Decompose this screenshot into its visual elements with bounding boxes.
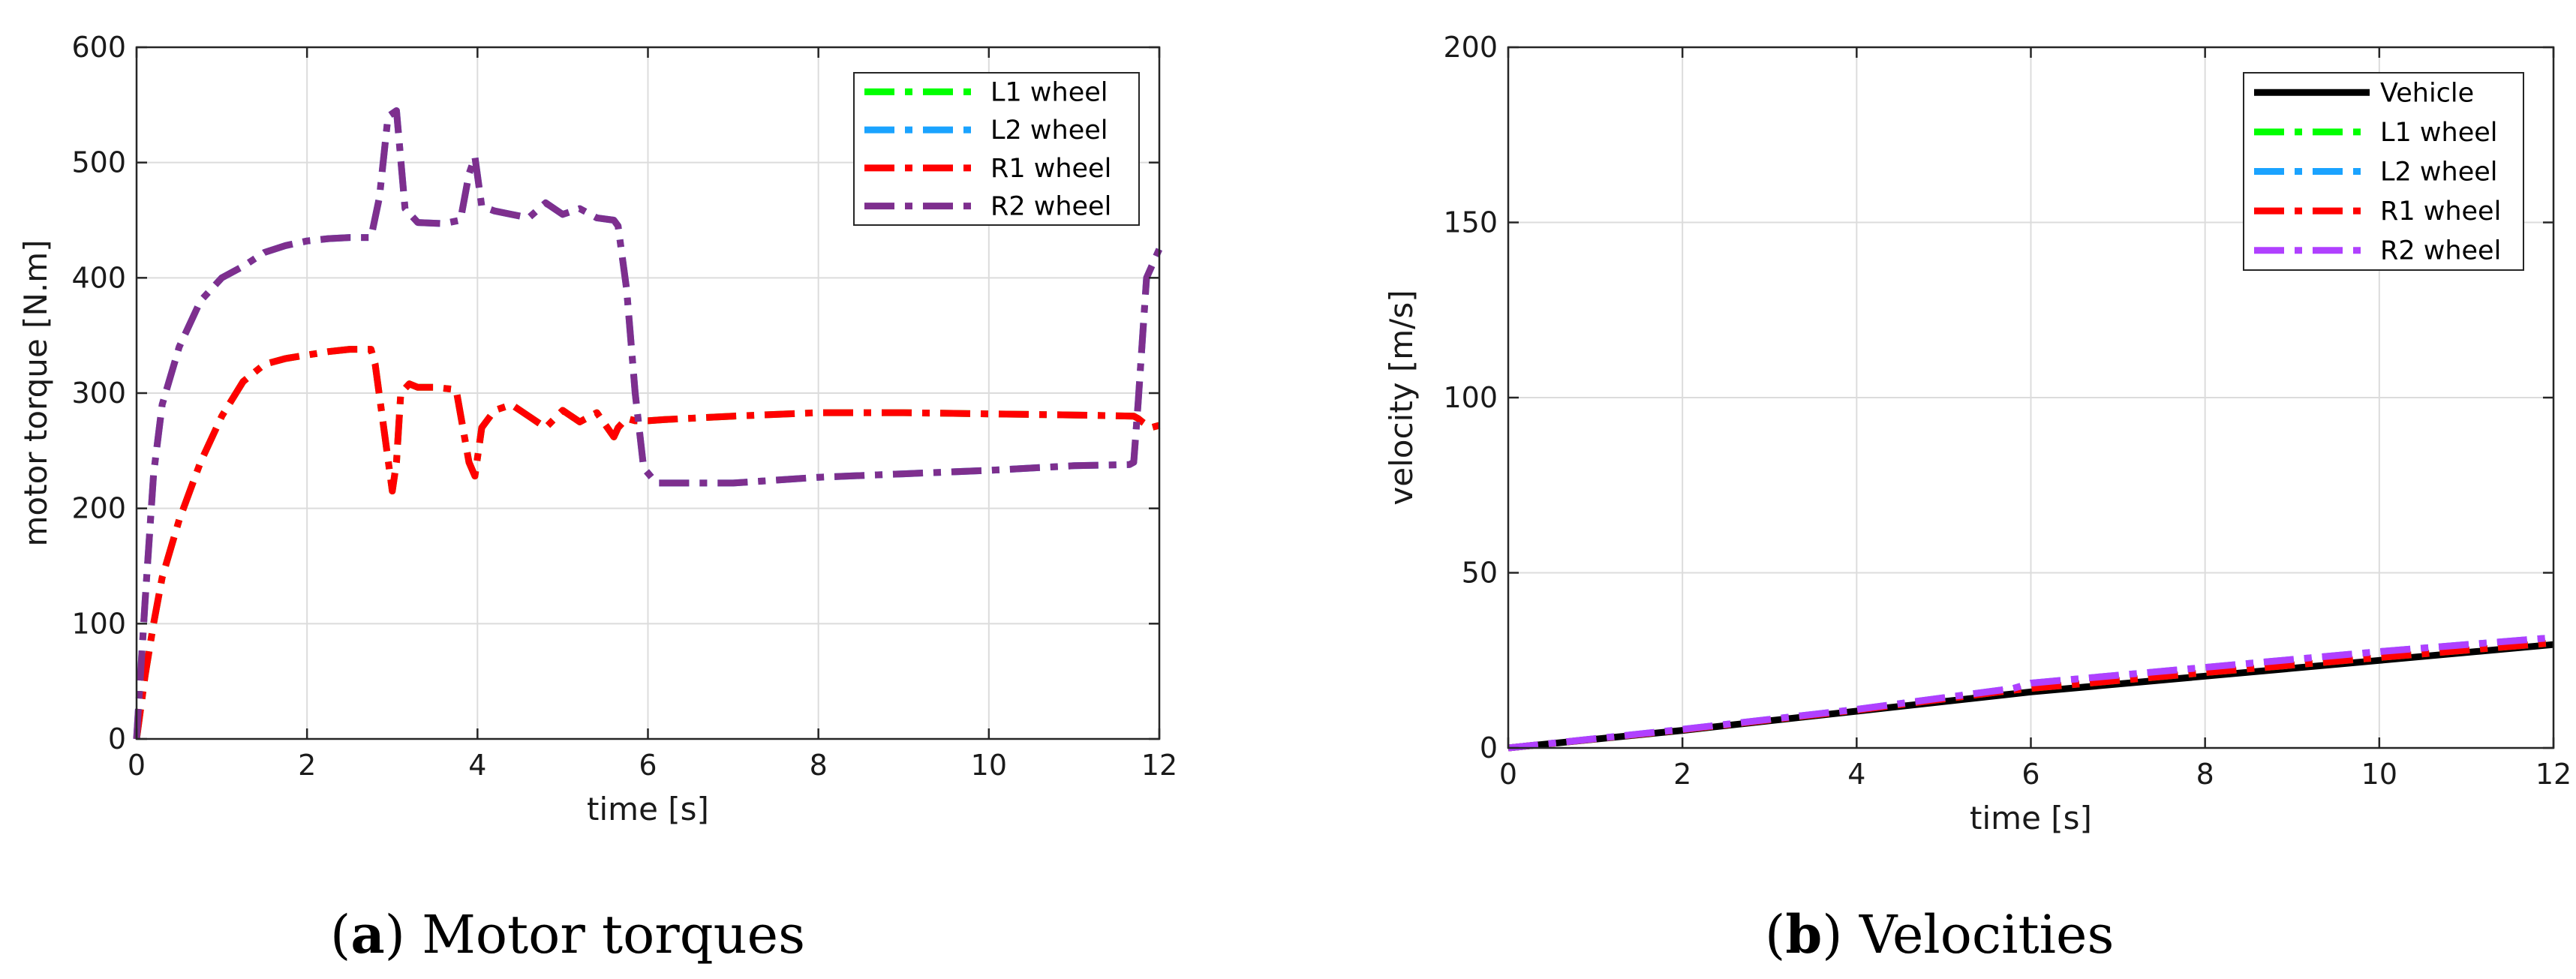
- y-tick-label: 200: [1443, 31, 1498, 64]
- y-tick-label: 500: [71, 146, 126, 179]
- chart-motor-torques: 0 2 4 6 8 10 12 0 100 200 300 400 500 600 time [s] moto…: [17, 31, 1177, 965]
- y-tick-label: 300: [71, 377, 126, 410]
- x-tick-label: 0: [128, 749, 146, 782]
- y-tick-label: 0: [1480, 731, 1498, 764]
- chart-caption: (b) Velocities: [1765, 903, 2114, 965]
- y-tick-label: 0: [108, 722, 126, 755]
- legend: L1 wheel L2 wheel R1 wheel R2 wheel: [853, 72, 1140, 226]
- legend-label: R1 wheel: [2380, 197, 2501, 227]
- y-tick-label: 400: [71, 261, 126, 294]
- y-axis-label: motor torque [N.m]: [17, 239, 54, 546]
- legend-label: L1 wheel: [990, 77, 1108, 107]
- x-tick-label: 0: [1499, 758, 1517, 791]
- y-tick-label: 100: [1443, 381, 1498, 414]
- legend: Vehicle L1 wheel L2 wheel R1 wheel R2 wheel: [2243, 72, 2524, 271]
- x-tick-label: 4: [1847, 758, 1865, 791]
- legend-label: Vehicle: [2380, 78, 2474, 108]
- y-tick-label: 50: [1462, 557, 1498, 590]
- x-axis-label: time [s]: [587, 791, 709, 827]
- caption-label: b: [1785, 903, 1822, 965]
- x-tick-label: 10: [971, 749, 1007, 782]
- legend-label: R2 wheel: [990, 192, 1111, 222]
- series-line-r2-wheel: [133, 107, 1163, 740]
- legend-label: L1 wheel: [2380, 118, 2498, 148]
- caption-text: ) Motor torques: [385, 904, 805, 965]
- y-tick-label: 200: [71, 492, 126, 525]
- x-tick-label: 8: [2196, 758, 2214, 791]
- series-line-vehicle: [1507, 641, 2554, 752]
- y-tick-label: 100: [71, 607, 126, 640]
- series-line-r2-wheel: [1507, 634, 2554, 752]
- x-tick-label: 8: [810, 749, 828, 782]
- y-tick-label: 600: [71, 31, 126, 64]
- chart-velocities: 0 2 4 6 8 10 12 0 50 100 150 200 time [s] velocity [m…: [1383, 31, 2571, 965]
- caption-label: a: [350, 903, 384, 965]
- x-tick-label: 2: [298, 749, 316, 782]
- legend-label: L2 wheel: [2380, 158, 2498, 188]
- legend-box: [2243, 72, 2524, 271]
- caption-text: ) Velocities: [1822, 904, 2114, 965]
- y-axis-label: velocity [m/s]: [1383, 290, 1420, 505]
- x-tick-label: 10: [2361, 758, 2397, 791]
- legend-box: [853, 72, 1140, 226]
- x-tick-label: 4: [468, 749, 486, 782]
- y-tick-label: 150: [1443, 206, 1498, 239]
- legend-label: R1 wheel: [990, 154, 1111, 184]
- x-axis-label: time [s]: [1970, 800, 2092, 836]
- x-tick-label: 12: [2535, 758, 2571, 791]
- chart-caption: (a) Motor torques: [330, 903, 805, 965]
- x-tick-label: 2: [1673, 758, 1691, 791]
- x-tick-label: 6: [639, 749, 657, 782]
- legend-label: L2 wheel: [990, 116, 1108, 146]
- x-tick-label: 12: [1141, 749, 1177, 782]
- x-tick-label: 6: [2021, 758, 2039, 791]
- series-line-r1-wheel: [133, 346, 1161, 740]
- legend-label: R2 wheel: [2380, 236, 2501, 266]
